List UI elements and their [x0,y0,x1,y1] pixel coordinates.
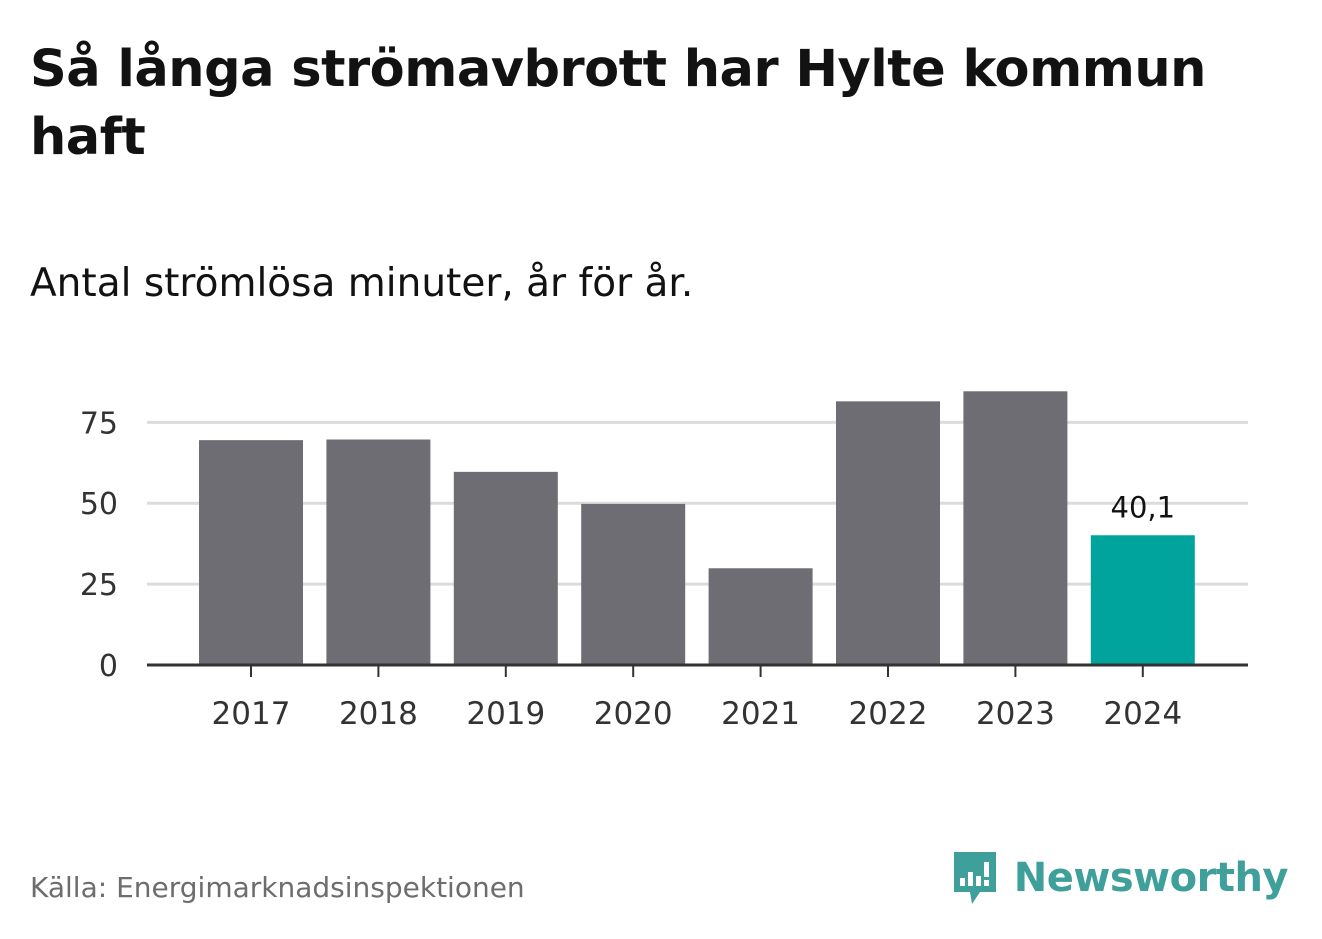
data-labels: 40,1 [1111,490,1176,524]
x-tick-label: 2024 [1103,696,1182,732]
bar-2018 [326,439,431,665]
bar-2017 [199,440,303,665]
bar-chart: 0 25 50 75 2017 2018 2019 2020 2021 2022 2023 2024… [80,391,1248,732]
data-label: 40,1 [1111,490,1176,524]
bar-2020 [581,503,686,665]
y-tick-label: 25 [80,568,118,603]
newsworthy-logo-icon [953,852,996,904]
x-tick-label: 2022 [849,696,928,732]
chart-subtitle: Antal strömlösa minuter, år för år. [30,261,694,306]
grid-lines [147,420,1248,586]
y-tick-label: 50 [80,487,118,522]
brand-name: Newsworthy [1013,855,1289,901]
x-tick-label: 2017 [212,696,291,732]
bar-2024 [1090,535,1195,665]
x-tick-label: 2019 [466,696,545,732]
bars [199,391,1195,665]
bar-2022 [836,401,940,665]
y-tick-label: 75 [80,406,118,441]
bar-2021 [708,568,813,665]
y-tick-label: 0 [99,649,118,684]
bar-2023 [963,391,1068,665]
x-tick-label: 2018 [339,696,418,732]
chart-title: Så långa strömavbrott har Hylte kommun h… [30,40,1206,167]
y-axis-ticks: 0 25 50 75 [80,406,118,684]
x-tick-label: 2020 [594,696,673,732]
x-axis-ticks: 2017 2018 2019 2020 2021 2022 2023 2024 [212,665,1182,732]
source-note: Källa: Energimarknadsinspektionen [30,871,525,904]
newsworthy-logo[interactable]: Newsworthy [950,848,1289,908]
x-tick-label: 2021 [721,696,800,732]
x-tick-label: 2023 [976,696,1055,732]
bar-2019 [453,471,558,665]
